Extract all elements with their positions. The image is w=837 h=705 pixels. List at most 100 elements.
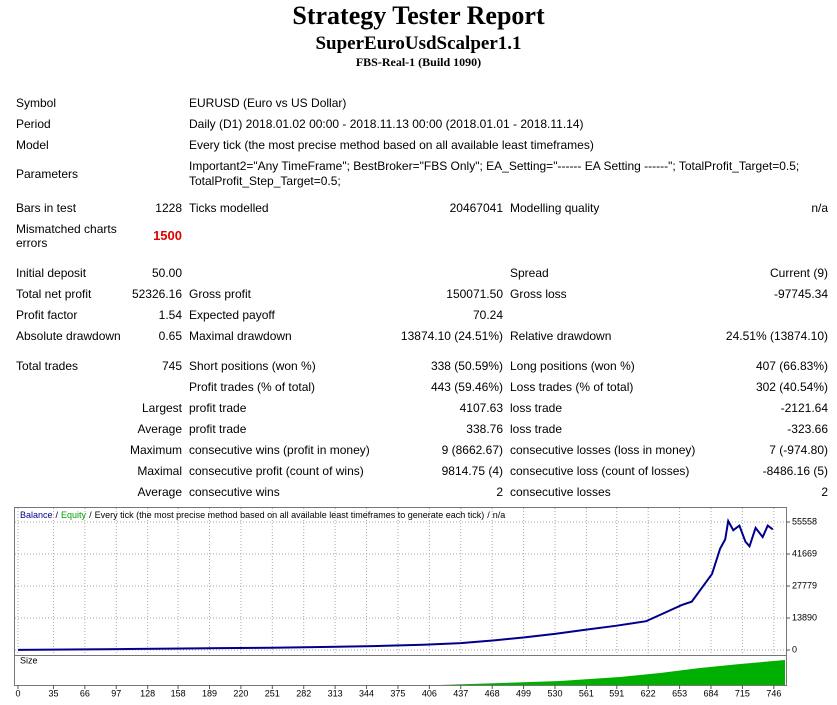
stat-value: 9814.75 (4)	[441, 464, 503, 478]
x-tick-label: 684	[703, 688, 718, 698]
stat-value: 1228	[155, 201, 182, 215]
x-tick-label: 530	[547, 688, 562, 698]
x-tick-label: 406	[422, 688, 437, 698]
stat-value: 70.24	[472, 308, 503, 322]
info-label: Parameters	[16, 166, 79, 181]
x-tick-label: 468	[485, 688, 500, 698]
stat-label: consecutive wins	[189, 485, 280, 499]
stat-label: Relative drawdown	[510, 329, 612, 343]
stat-label: Profit trades (% of total)	[189, 380, 316, 394]
stat-label: Short positions (won %)	[189, 359, 316, 373]
legend-item: Equity	[61, 510, 87, 520]
stat-value: 50.00	[151, 266, 182, 280]
stat-value: 2	[496, 485, 503, 499]
legend-item: /	[89, 510, 92, 520]
y-tick-label: 0	[792, 644, 797, 654]
stat-label: consecutive losses	[510, 485, 611, 499]
y-tick-label: 27779	[792, 580, 817, 590]
stat-label: Maximal drawdown	[189, 329, 292, 343]
x-tick-label: 715	[735, 688, 750, 698]
expert-name: SuperEuroUsdScalper1.1	[315, 33, 522, 54]
stat-value: 9 (8662.67)	[441, 443, 503, 457]
x-tick-label: 282	[296, 688, 311, 698]
stat-value: 443 (59.46%)	[430, 380, 503, 394]
info-value: TotalProfit_Step_Target=0.5;	[189, 174, 341, 188]
stat-label: Gross profit	[189, 287, 252, 301]
x-tick-label: 97	[111, 688, 121, 698]
stat-value: n/a	[811, 201, 828, 215]
stat-value: 0.65	[158, 329, 182, 343]
x-tick-label: 189	[202, 688, 217, 698]
x-tick-label: 0	[15, 688, 20, 698]
stat-label: profit trade	[189, 422, 247, 436]
stat-label: Loss trades (% of total)	[510, 380, 634, 394]
stat-label: profit trade	[189, 401, 247, 415]
info-value: Daily (D1) 2018.01.02 00:00 - 2018.11.13…	[189, 117, 584, 131]
stat-value: 7 (-974.80)	[769, 443, 828, 457]
balance-line	[17, 517, 774, 651]
stat-label: loss trade	[510, 401, 563, 415]
x-tick-label: 66	[80, 688, 90, 698]
x-tick-label: 653	[672, 688, 687, 698]
x-tick-label: 158	[171, 688, 186, 698]
stat-value: 1.54	[158, 308, 182, 322]
stat-value: 302 (40.54%)	[755, 380, 828, 394]
info-label: Model	[16, 138, 49, 152]
stat-label: Spread	[510, 266, 549, 280]
stat-label: Ticks modelled	[189, 201, 269, 215]
size-label: Size	[20, 655, 38, 665]
stat-value: 2	[821, 485, 828, 499]
x-tick-label: 622	[641, 688, 656, 698]
stat-value: 338.76	[466, 422, 503, 436]
stat-value: -97745.34	[773, 287, 828, 301]
stat-label: Gross loss	[510, 287, 567, 301]
stat-label: Long positions (won %)	[510, 359, 635, 373]
x-tick-label: 561	[579, 688, 594, 698]
x-tick-label: 746	[766, 688, 781, 698]
x-tick-label: 344	[359, 688, 374, 698]
stat-value: Current (9)	[769, 266, 828, 280]
stat-label: Modelling quality	[510, 201, 600, 215]
stat-label: loss trade	[510, 422, 563, 436]
stat-value: 4107.63	[459, 401, 503, 415]
info-label: Symbol	[16, 96, 57, 110]
x-tick-label: 128	[140, 688, 155, 698]
stat-value: 150071.50	[446, 287, 503, 301]
x-tick-label: 220	[233, 688, 248, 698]
stat-value: 20467041	[449, 201, 503, 215]
stat-value: Maximum	[129, 443, 182, 457]
stat-label: Initial deposit	[16, 266, 87, 280]
info-label: Period	[16, 117, 51, 131]
stat-label: consecutive losses (loss in money)	[510, 443, 696, 457]
legend-item: Balance	[20, 510, 53, 520]
stat-label: Profit factor	[16, 308, 78, 322]
x-tick-label: 35	[48, 688, 58, 698]
stat-value: 407 (66.83%)	[755, 359, 828, 373]
stat-value: 338 (50.59%)	[430, 359, 503, 373]
stat-label: consecutive wins (profit in money)	[189, 443, 370, 457]
plot-frame	[14, 507, 787, 656]
stat-label: Mismatched charts errors	[16, 222, 117, 250]
info-value: Important2="Any TimeFrame"; BestBroker="…	[189, 159, 800, 173]
x-tick-label: 375	[390, 688, 405, 698]
stat-value: 52326.16	[131, 287, 182, 301]
stat-label: Total net profit	[16, 287, 92, 301]
legend: Balance / Equity / Every tick (the most prec…	[20, 510, 505, 520]
x-tick-label: 313	[328, 688, 343, 698]
info-value: Every tick (the most precise method base…	[189, 138, 594, 152]
plot-area: 0 13890 27779 41669 55558 0 35 66 97 128 158 189 220…	[15, 508, 817, 698]
stat-value: -8486.16 (5)	[762, 464, 828, 478]
stat-label: Bars in test	[16, 201, 77, 215]
x-tick-label: 499	[516, 688, 531, 698]
stat-label: Total trades	[16, 359, 79, 373]
y-tick-label: 13890	[792, 612, 817, 622]
stat-value: Largest	[141, 401, 182, 415]
legend-item: Every tick (the most precise method base…	[95, 510, 485, 520]
legend-item: /	[56, 510, 59, 520]
stat-label: Expected payoff	[189, 308, 275, 322]
size-bars	[440, 660, 785, 685]
stat-value: 745	[161, 359, 182, 373]
y-tick-label: 41669	[792, 548, 817, 558]
